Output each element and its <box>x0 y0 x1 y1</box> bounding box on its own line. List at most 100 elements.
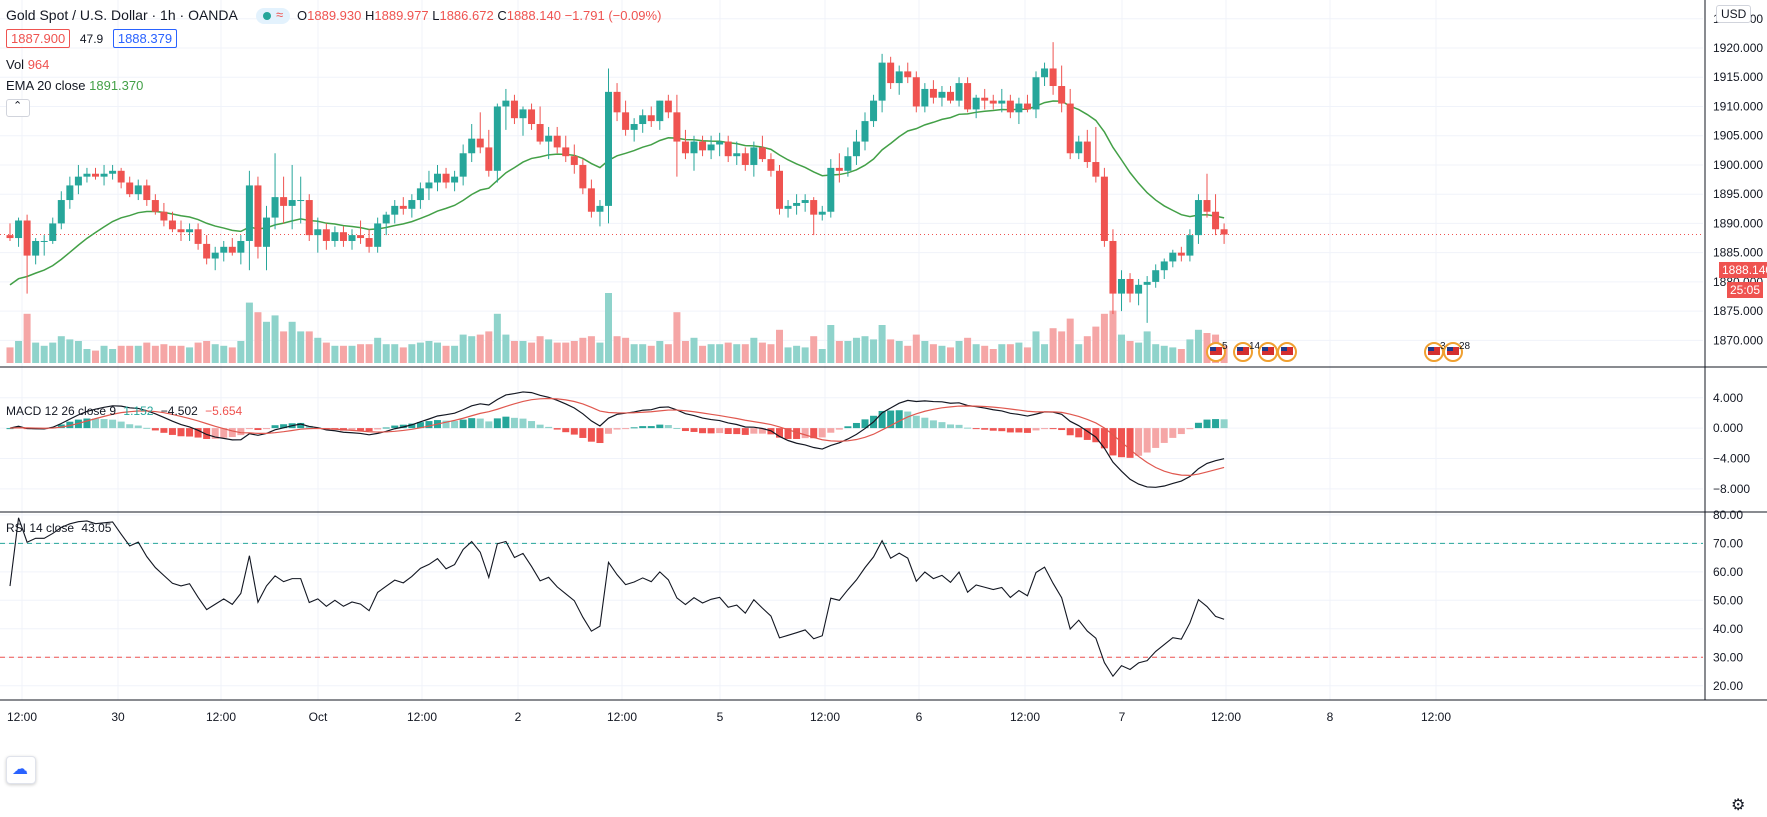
bid-price[interactable]: 1887.900 <box>6 29 71 48</box>
rsi-pane <box>0 517 1703 678</box>
volume-bar <box>870 339 878 363</box>
volume-bar <box>536 336 544 363</box>
macd-histogram-bar <box>801 428 809 439</box>
time-tick-label: 12:00 <box>7 710 37 724</box>
volume-bar <box>442 345 450 363</box>
candle-body <box>314 229 322 236</box>
macd-histogram-bar <box>570 428 578 435</box>
last-price-label: 1888.140 <box>1719 262 1767 278</box>
candle-body <box>297 200 305 202</box>
macd-line <box>9 391 1225 488</box>
macd-histogram-bar <box>989 428 997 431</box>
macd-histogram-bar <box>844 426 852 429</box>
macd-histogram-bar <box>1015 428 1023 433</box>
candle-body <box>168 220 176 230</box>
market-status-badge[interactable]: ≈ <box>256 7 290 24</box>
candle-body <box>451 176 459 183</box>
macd-histogram-bar <box>476 418 484 429</box>
ema-legend[interactable]: EMA 20 close 1891.370 <box>6 78 144 93</box>
macd-histogram-bar <box>220 428 228 438</box>
macd-tick-label: −8.000 <box>1713 482 1750 496</box>
candle-body <box>365 238 373 247</box>
tradingview-logo-button[interactable]: ☁ <box>6 756 36 784</box>
time-tick-label: 12:00 <box>810 710 840 724</box>
us-flag-canton <box>1428 347 1434 351</box>
macd-histogram-bar <box>237 428 245 436</box>
macd-histogram-bar <box>143 427 151 429</box>
candle-body <box>553 135 561 148</box>
currency-button[interactable]: USD <box>1716 5 1752 23</box>
volume-bar <box>1015 342 1023 363</box>
spread: 47.9 <box>79 32 104 46</box>
macd-histogram-bar <box>528 421 536 429</box>
candle-body <box>1126 278 1134 294</box>
candle-body <box>151 200 159 212</box>
volume-bar <box>263 321 270 363</box>
event-markers[interactable]: 5 14 3 28 <box>1206 341 1471 362</box>
rsi-tick-label: 80.00 <box>1713 508 1743 522</box>
candle-body <box>15 220 23 239</box>
time-tick-label: 5 <box>717 710 724 724</box>
volume-bar <box>861 336 869 363</box>
symbol-title[interactable]: Gold Spot / U.S. Dollar · 1h · OANDA <box>6 7 238 23</box>
candle-body <box>1169 252 1177 262</box>
volume-bar <box>613 336 621 363</box>
candle-body <box>348 235 356 241</box>
candle-body <box>921 88 929 107</box>
volume-bar <box>357 344 365 363</box>
countdown-label: 25:05 <box>1727 282 1764 298</box>
volume-legend[interactable]: Vol 964 <box>6 57 50 72</box>
macd-histogram-bar <box>160 428 168 433</box>
volume-bar <box>314 337 322 363</box>
candle-body <box>493 106 501 171</box>
volume-bar <box>681 341 689 363</box>
ask-price[interactable]: 1888.379 <box>112 29 178 48</box>
symbol-name[interactable]: Gold Spot / U.S. Dollar · 1h · OANDA <box>6 7 238 23</box>
macd-histogram-bar <box>117 421 125 429</box>
macd-histogram-bar <box>681 428 689 432</box>
rsi-line <box>9 517 1225 678</box>
volume-bar <box>177 345 185 363</box>
macd-histogram-bar <box>348 428 356 431</box>
candle-body <box>502 100 510 107</box>
volume-bar <box>955 341 963 363</box>
rsi-legend[interactable]: RSI 14 close 43.05 <box>6 521 112 535</box>
candle-body <box>442 173 450 183</box>
candle-body <box>1118 278 1125 294</box>
time-tick-label: 12:00 <box>1421 710 1451 724</box>
volume-bar <box>83 349 91 363</box>
candle-body <box>434 173 441 183</box>
candle-body <box>331 232 339 241</box>
macd-histogram-bar <box>134 425 142 429</box>
macd-histogram-bar <box>1186 428 1194 430</box>
price-tick-label: 1890.000 <box>1713 216 1763 230</box>
volume-bar <box>921 341 929 363</box>
macd-histogram-bar <box>912 415 920 429</box>
macd-histogram-bar <box>510 417 518 429</box>
candle-body <box>211 252 219 259</box>
volume-bar <box>912 334 920 363</box>
candle-body <box>66 185 74 201</box>
macd-histogram-bar <box>408 423 416 429</box>
approx-icon: ≈ <box>276 7 284 22</box>
macd-histogram-bar <box>374 428 382 430</box>
macd-histogram-bar <box>263 428 270 430</box>
macd-legend[interactable]: MACD 12 26 close 9 1.152 −4.502 −5.654 <box>6 404 243 418</box>
candle-body <box>126 182 134 195</box>
volume-bar <box>40 345 48 363</box>
macd-histogram-bar <box>92 418 99 429</box>
time-tick-label: 30 <box>111 710 125 724</box>
candle-body <box>1135 284 1143 294</box>
volume-bar <box>1177 349 1185 363</box>
candle-body <box>1041 68 1049 78</box>
settings-gear-icon[interactable]: ⚙ <box>1731 797 1746 814</box>
chevron-up-icon: ⌃ <box>13 100 23 112</box>
volume-bar <box>1006 344 1014 363</box>
candle-body <box>724 141 732 157</box>
macd-histogram-bar <box>579 428 587 438</box>
candle-body <box>656 100 664 122</box>
collapse-legend-button[interactable]: ⌃ <box>6 99 30 117</box>
volume-bar <box>391 344 399 363</box>
macd-histogram-bar <box>852 422 860 429</box>
